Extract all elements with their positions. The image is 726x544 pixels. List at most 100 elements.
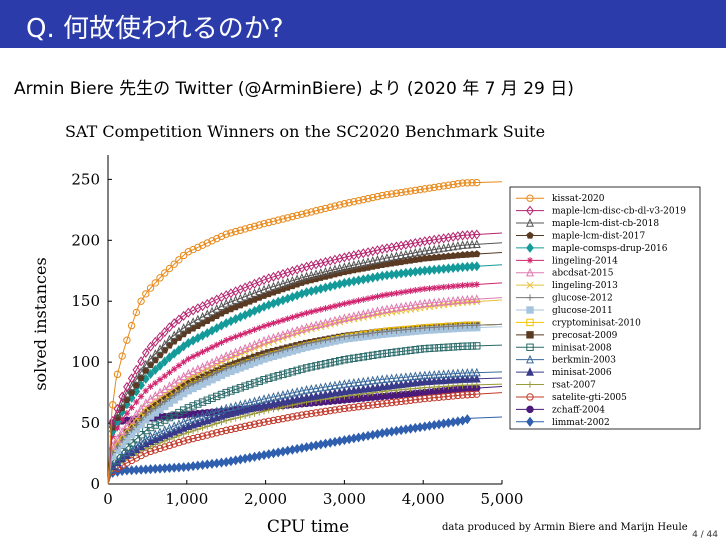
data-point (420, 298, 429, 308)
data-point (326, 316, 335, 326)
data-point (222, 403, 231, 413)
data-point (454, 282, 462, 290)
legend-item: zchaff-2004 (516, 405, 605, 415)
data-point (369, 193, 377, 202)
data-point (113, 370, 122, 379)
data-point (203, 396, 211, 404)
data-point (322, 336, 329, 344)
data-point (274, 280, 283, 289)
data-point (165, 352, 174, 363)
data-point (397, 347, 405, 356)
data-point (274, 216, 282, 224)
data-point (109, 433, 116, 440)
data-point (147, 407, 154, 415)
data-point (364, 376, 373, 385)
data-point (222, 388, 230, 397)
legend-label: lingeling-2013 (552, 281, 618, 291)
data-point (142, 411, 150, 419)
data-point (189, 427, 197, 435)
data-point (170, 391, 178, 399)
data-point (199, 424, 206, 432)
data-point (425, 184, 434, 192)
data-point (118, 416, 126, 423)
data-point (364, 295, 372, 302)
data-point (184, 415, 193, 424)
data-point (364, 194, 372, 203)
data-point (354, 377, 363, 387)
data-point (298, 411, 306, 419)
data-point (251, 326, 258, 333)
data-point (270, 405, 277, 413)
data-point (123, 381, 131, 392)
data-point (412, 287, 419, 294)
data-point (444, 181, 453, 189)
data-point (425, 344, 434, 353)
legend-marker (526, 331, 534, 339)
series-rsat-2007 (107, 381, 503, 485)
data-point (378, 350, 386, 358)
data-point (166, 369, 173, 376)
data-point (241, 329, 249, 337)
data-point (293, 412, 301, 420)
data-point (345, 404, 353, 412)
data-point (434, 369, 443, 379)
data-point (374, 293, 381, 300)
data-point (434, 243, 443, 253)
data-point (387, 190, 396, 198)
data-point (463, 239, 472, 249)
data-point (213, 420, 220, 427)
data-point (264, 393, 273, 402)
data-point (137, 393, 145, 400)
data-point (156, 376, 164, 383)
series-kissat-2020 (107, 178, 503, 485)
data-point (468, 179, 476, 187)
data-point (288, 327, 297, 336)
data-point (350, 403, 358, 411)
data-point (373, 400, 382, 409)
data-point (128, 426, 135, 433)
data-point (316, 319, 325, 328)
data-point (435, 284, 443, 291)
data-point (373, 306, 382, 315)
data-point (279, 414, 287, 423)
data-point (364, 330, 372, 337)
data-point (350, 354, 358, 362)
data-point (449, 374, 458, 384)
data-point (473, 381, 480, 389)
data-point (407, 287, 414, 295)
legend-item: lingeling-2013 (516, 281, 618, 291)
data-point (203, 239, 211, 247)
data-point (359, 376, 368, 386)
data-point (226, 297, 235, 306)
data-point (245, 341, 254, 351)
data-point (265, 321, 272, 328)
data-point (293, 386, 302, 396)
legend-marker (526, 267, 534, 277)
data-point (345, 312, 354, 321)
data-point (444, 296, 453, 306)
data-point (108, 416, 117, 427)
data-point (345, 355, 353, 363)
data-point (416, 395, 424, 403)
data-point (218, 339, 225, 346)
data-point (449, 241, 458, 251)
data-point (246, 421, 254, 429)
legend-marker (526, 231, 534, 239)
data-point (321, 382, 330, 391)
data-point (345, 261, 354, 270)
data-point (132, 409, 141, 418)
data-point (425, 245, 434, 254)
data-point (194, 400, 202, 408)
data-point (289, 314, 296, 321)
data-point (302, 364, 311, 372)
series-lingeling-2014 (107, 281, 503, 485)
legend-label: maple-lcm-disc-cb-dl-v3-2019 (552, 207, 686, 217)
data-point (184, 248, 193, 256)
data-point (255, 221, 263, 229)
data-point (255, 377, 263, 386)
data-point (430, 297, 439, 307)
data-point (393, 289, 400, 297)
data-point (260, 376, 268, 384)
data-point (473, 390, 481, 398)
legend-marker (526, 257, 534, 264)
